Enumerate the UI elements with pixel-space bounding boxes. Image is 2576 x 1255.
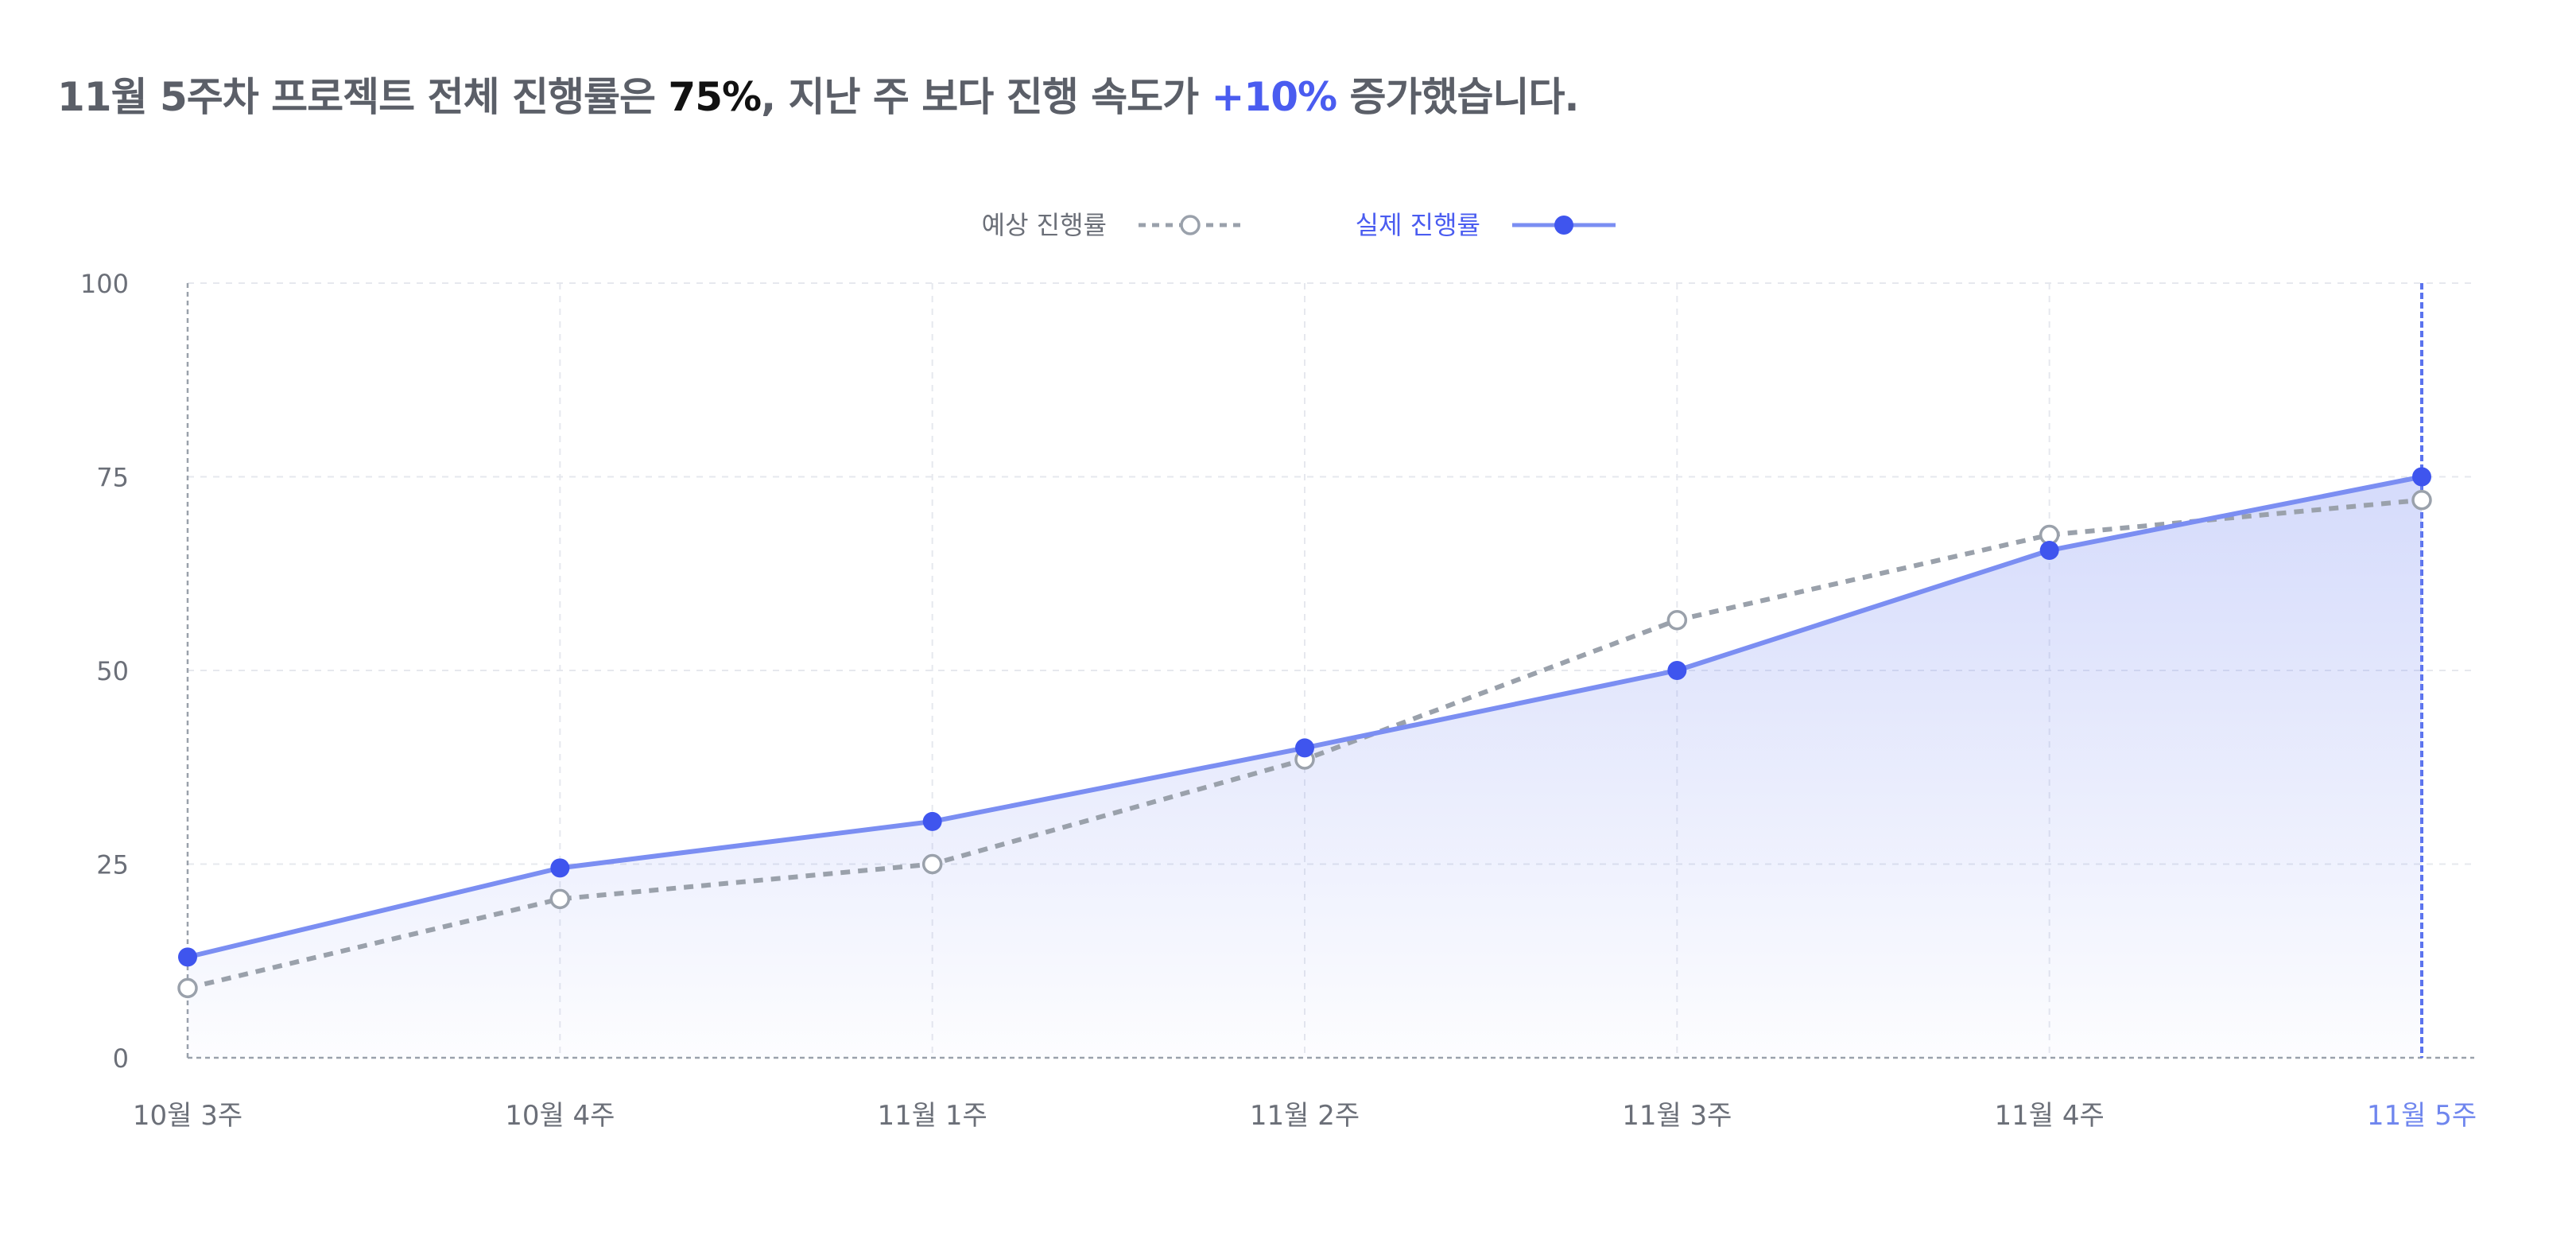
headline-text-2: , 지난 주 보다 진행 속도가 [761, 74, 1212, 120]
expected-point [921, 853, 943, 875]
x-tick-label: 11월 5주 [2367, 1100, 2477, 1132]
actual-point [2039, 541, 2059, 561]
actual-point [550, 858, 570, 878]
headline-change-value: +10% [1211, 74, 1338, 120]
y-tick-label: 75 [96, 463, 129, 493]
y-tick-label: 25 [96, 850, 129, 880]
expected-point [177, 977, 198, 999]
legend-label-expected: 예상 진행률 [982, 210, 1107, 240]
actual-point [1295, 738, 1314, 758]
chart-axis-labels: 0 25 50 75 100 10월 3주 10월 4주 11월 1주 11월 2주 11월 3주… [80, 269, 2477, 1132]
actual-point [178, 947, 197, 967]
chart-legend: 예상 진행률 실제 진행률 [982, 210, 1616, 240]
x-tick-label: 11월 4주 [1995, 1100, 2105, 1132]
chart-series [177, 467, 2432, 999]
y-tick-label: 50 [96, 656, 129, 686]
expected-point [1666, 609, 1688, 631]
actual-point [922, 811, 942, 831]
headline-text-3: 증가했습니다. [1336, 74, 1580, 120]
y-tick-label: 100 [80, 269, 129, 299]
x-tick-label: 10월 3주 [133, 1100, 242, 1132]
headline: 11월 5주차 프로젝트 전체 진행률은 75%, 지난 주 보다 진행 속도가… [57, 65, 1580, 122]
actual-point [2412, 467, 2431, 487]
actual-point [1667, 661, 1687, 680]
y-tick-label: 0 [113, 1043, 129, 1074]
expected-point [2411, 489, 2432, 511]
x-tick-label: 10월 4주 [505, 1100, 615, 1132]
legend-marker-actual [1554, 216, 1573, 235]
headline-text-1: 11월 5주차 프로젝트 전체 진행률은 [57, 74, 669, 120]
x-tick-label: 11월 1주 [878, 1100, 987, 1132]
legend-label-actual: 실제 진행률 [1356, 210, 1480, 240]
expected-point [549, 888, 571, 910]
headline-progress-value: 75% [668, 74, 762, 120]
x-tick-label: 11월 2주 [1250, 1100, 1360, 1132]
legend-marker-expected [1180, 215, 1201, 235]
x-tick-label: 11월 3주 [1622, 1100, 1732, 1132]
